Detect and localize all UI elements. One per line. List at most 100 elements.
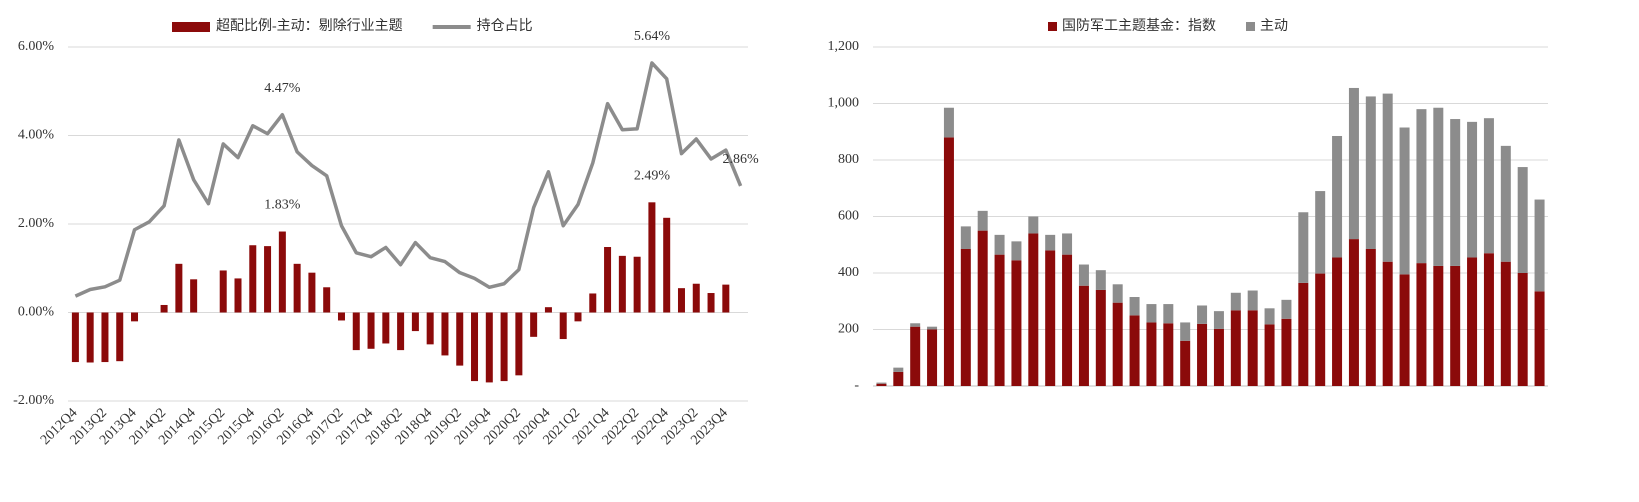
line xyxy=(74,61,743,298)
bar-segment xyxy=(1500,261,1511,386)
bar-segment xyxy=(893,367,904,372)
bar-segment xyxy=(1534,199,1545,292)
bar xyxy=(323,287,331,313)
bar xyxy=(86,312,94,363)
bar-segment xyxy=(1450,119,1461,266)
bar-segment xyxy=(1129,315,1140,386)
bar-segment xyxy=(1348,239,1359,386)
bar-segment xyxy=(1365,248,1376,386)
data-label: 2.86% xyxy=(723,152,760,167)
y-tick-label: 2.00% xyxy=(18,216,55,231)
bar-segment xyxy=(893,371,904,386)
bar-segment xyxy=(1534,291,1545,386)
bar-segment xyxy=(1045,250,1056,386)
bar xyxy=(633,256,641,313)
bar xyxy=(722,284,730,313)
bar xyxy=(219,270,227,313)
bar-segment xyxy=(1382,261,1393,386)
bar-segment xyxy=(1230,310,1241,386)
bar xyxy=(648,202,656,313)
bar xyxy=(471,312,479,382)
bar xyxy=(160,304,168,313)
bar-segment xyxy=(1129,297,1140,316)
bar xyxy=(589,293,597,313)
data-label: 4.47% xyxy=(264,81,301,96)
bar-segment xyxy=(1298,282,1309,386)
bar xyxy=(574,312,582,322)
bar-segment xyxy=(1399,274,1410,386)
bar-segment xyxy=(1146,304,1157,323)
bar-segment xyxy=(1197,323,1208,386)
bar-segment xyxy=(1146,322,1157,386)
bar-segment xyxy=(1264,308,1275,325)
bar xyxy=(485,312,493,383)
bar xyxy=(175,263,183,313)
bar-segment xyxy=(1281,318,1292,386)
bar-segment xyxy=(876,383,887,386)
bar-segment xyxy=(943,137,954,386)
y-tick-label: - xyxy=(854,378,859,393)
bar xyxy=(264,246,272,313)
bar xyxy=(352,312,360,351)
bar-segment xyxy=(1416,263,1427,386)
bar-segment xyxy=(960,248,971,386)
bar xyxy=(692,283,700,313)
bar-segment xyxy=(1028,233,1039,386)
bar xyxy=(382,312,390,344)
bar-segment xyxy=(994,234,1005,255)
bar-segment xyxy=(1062,254,1073,386)
bar-segment xyxy=(977,210,988,231)
bar-segment xyxy=(1180,340,1191,386)
bar-segment xyxy=(1483,118,1494,254)
bar-segment xyxy=(994,254,1005,386)
bar-segment xyxy=(1315,273,1326,386)
bar xyxy=(426,312,434,345)
bar-segment xyxy=(1433,265,1444,386)
bar-segment xyxy=(1416,109,1427,264)
bar xyxy=(71,312,79,363)
bar-segment xyxy=(1517,273,1528,386)
bar-segment xyxy=(1028,216,1039,234)
bar-segment xyxy=(1467,257,1478,386)
bar xyxy=(367,312,375,349)
bar-segment xyxy=(1500,145,1511,262)
bar-segment xyxy=(1163,304,1174,324)
bar-segment xyxy=(876,382,887,384)
bar xyxy=(397,312,405,351)
bar-segment xyxy=(1517,167,1528,273)
bar xyxy=(131,312,139,322)
bar-segment xyxy=(1095,289,1106,386)
bar-segment xyxy=(1281,299,1292,319)
y-tick-label: 0.00% xyxy=(18,305,55,320)
bar xyxy=(707,293,715,313)
bar-segment xyxy=(1365,96,1376,249)
bar-segment xyxy=(1180,322,1191,341)
legend-label: 国防军工主题基金：指数 xyxy=(1062,17,1216,34)
bar-segment xyxy=(1078,264,1089,286)
bar xyxy=(190,279,198,313)
data-label: 5.64% xyxy=(634,29,671,44)
legend-label: 持仓占比 xyxy=(477,18,533,34)
bar-segment xyxy=(960,226,971,249)
bar-segment xyxy=(1095,270,1106,290)
y-tick-label: 400 xyxy=(838,265,859,280)
bar xyxy=(308,272,316,313)
bar-segment xyxy=(943,107,954,138)
bar-segment xyxy=(1213,311,1224,329)
bar xyxy=(544,307,552,313)
bar-segment xyxy=(1112,284,1123,303)
bar xyxy=(441,312,449,356)
bar-segment xyxy=(1399,127,1410,275)
bar xyxy=(663,217,671,313)
legend-swatch xyxy=(1246,22,1255,31)
bar xyxy=(500,312,508,382)
bar-segment xyxy=(1332,135,1343,258)
bar-segment xyxy=(1298,212,1309,283)
bar-segment xyxy=(1230,292,1241,311)
bar xyxy=(116,312,124,362)
bar-segment xyxy=(1348,87,1359,240)
bar xyxy=(618,255,626,313)
bar-segment xyxy=(1382,93,1393,262)
y-tick-label: 200 xyxy=(838,322,859,337)
